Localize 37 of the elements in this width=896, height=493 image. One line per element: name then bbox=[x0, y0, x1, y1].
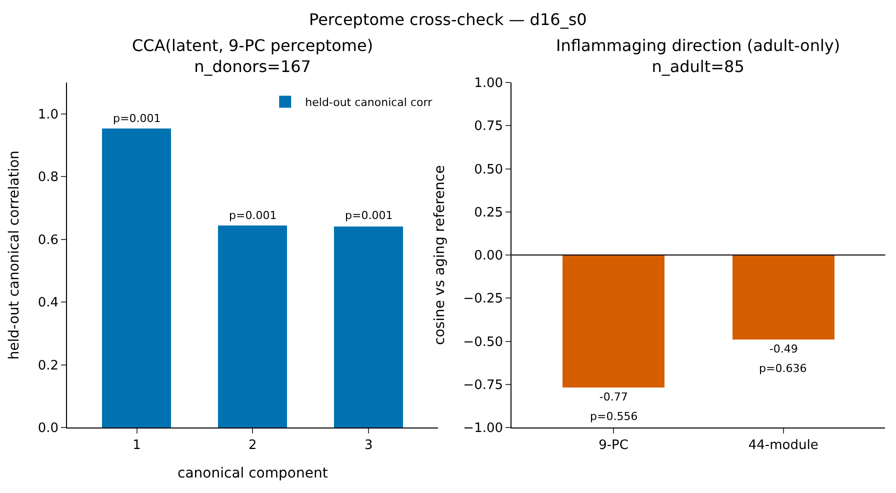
chart-title: CCA(latent, 9-PC perceptome) n_donors=167 bbox=[132, 36, 374, 76]
x-tick-label: 44-module bbox=[748, 438, 818, 454]
y-axis-title: cosine vs aging reference bbox=[432, 165, 448, 345]
y-tick-label: 0.50 bbox=[474, 162, 504, 178]
y-tick-label: 0.00 bbox=[474, 248, 504, 264]
x-tick-label: 3 bbox=[364, 438, 373, 454]
annotation: p=0.001 bbox=[229, 209, 277, 222]
y-tick-label: −0.50 bbox=[463, 334, 504, 350]
y-tick-label: 0.75 bbox=[474, 119, 504, 134]
y-tick-label: −0.25 bbox=[463, 292, 504, 307]
y-tick-label: 0.6 bbox=[38, 232, 59, 248]
bar bbox=[334, 226, 404, 428]
annotation: p=0.001 bbox=[113, 112, 161, 125]
y-tick-label: −0.75 bbox=[463, 378, 504, 394]
y-tick-label: 1.00 bbox=[474, 76, 504, 92]
x-tick-label: 9-PC bbox=[598, 438, 628, 454]
y-tick-label: 0.2 bbox=[38, 358, 59, 374]
annotation: p=0.001 bbox=[345, 209, 393, 222]
x-axis-title: canonical component bbox=[178, 465, 328, 482]
y-tick-label: 0.8 bbox=[38, 170, 59, 186]
x-tick-label: 2 bbox=[248, 438, 257, 454]
bar bbox=[102, 128, 172, 428]
x-tick-label: 1 bbox=[132, 438, 141, 454]
y-tick-label: 0.25 bbox=[474, 205, 504, 220]
y-tick-label: −1.00 bbox=[463, 421, 504, 436]
y-tick-label: 0.0 bbox=[38, 421, 59, 436]
annotation: p=0.556 bbox=[590, 410, 638, 423]
data-label: -0.49 bbox=[769, 342, 798, 356]
y-tick-label: 1.0 bbox=[38, 107, 59, 122]
legend-label: held-out canonical corr bbox=[305, 96, 433, 110]
bar bbox=[218, 225, 288, 428]
annotation: p=0.636 bbox=[759, 362, 807, 375]
chart-title: Inflammaging direction (adult-only) n_adult=85 bbox=[556, 36, 840, 76]
text: Perceptome cross-check — d16_s0 bbox=[309, 10, 587, 29]
y-tick-label: 0.4 bbox=[38, 296, 59, 311]
y-axis-title: held-out canonical correlation bbox=[6, 150, 23, 360]
data-label: -0.77 bbox=[599, 390, 628, 404]
